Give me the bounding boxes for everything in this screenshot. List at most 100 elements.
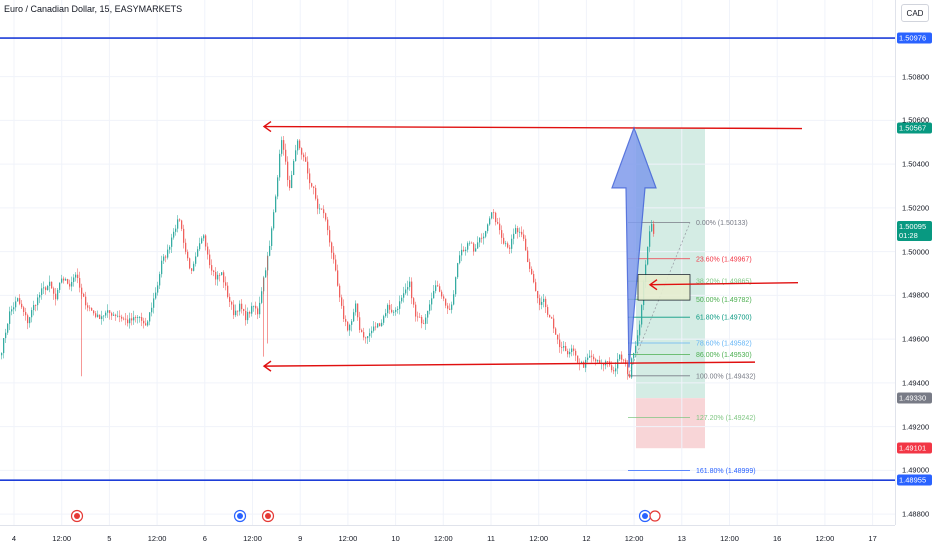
candle-body	[67, 279, 69, 284]
price-marker-value: 1.50567	[899, 123, 927, 133]
candle-body	[209, 254, 211, 266]
candle-body	[233, 304, 235, 316]
arrow-left-icon	[648, 279, 658, 291]
candle-body	[253, 305, 255, 307]
candle-body	[241, 303, 243, 310]
candle-body	[381, 322, 383, 327]
candle-body	[383, 316, 385, 323]
candle-body	[275, 196, 277, 213]
candle-body	[231, 301, 233, 305]
candle-body	[435, 285, 437, 292]
candle-body	[309, 173, 311, 184]
price-marker-label: 1.50976	[897, 32, 932, 44]
candle-body	[19, 298, 21, 304]
candle-body	[521, 231, 523, 235]
candle-body	[195, 256, 197, 264]
candle-body	[157, 285, 159, 293]
candle-body	[561, 347, 563, 348]
candle-body	[307, 161, 309, 174]
candle-body	[41, 288, 43, 295]
candle-body	[77, 274, 79, 279]
candle-body	[287, 161, 289, 181]
fib-level-label: 86.00% (1.49530)	[696, 352, 752, 359]
candle-body	[243, 309, 245, 311]
candle-body	[475, 248, 477, 252]
candle-body	[211, 265, 213, 271]
currency-button[interactable]: CAD	[901, 4, 929, 22]
arrow-up-icon	[611, 126, 657, 368]
candle-body	[613, 370, 615, 372]
candle-body	[55, 293, 57, 300]
candle-body	[177, 219, 179, 229]
candle-body	[641, 305, 643, 325]
candle-body	[505, 243, 507, 245]
candle-body	[583, 362, 585, 368]
candle-body	[639, 324, 641, 336]
candle-body	[621, 354, 623, 360]
candle-body	[119, 315, 121, 317]
chart-area[interactable]: 0.00% (1.50133) 23.60% (1.49967) 38.20% (1…	[0, 0, 895, 525]
economic-event-icon	[265, 513, 271, 519]
support-line	[263, 361, 756, 367]
candle-body	[217, 274, 219, 280]
price-axis[interactable]: 1.50800 1.50600 1.50400 1.50200 1.50000 1.498…	[895, 0, 932, 525]
candle-body	[43, 287, 45, 289]
candle-body	[519, 231, 521, 233]
candle-body	[89, 307, 91, 309]
candle-body	[83, 293, 85, 297]
candle-body	[327, 219, 329, 231]
time-axis[interactable]: 4 12:00 5 12:00 6 12:00 9 12:00 10 12:00 11 12:00 12…	[0, 525, 895, 551]
candle-body	[467, 243, 469, 250]
candle-body	[461, 249, 463, 256]
price-marker-value: 1.49330	[899, 393, 927, 403]
candle-body	[569, 352, 571, 355]
price-tick-label: 1.50400	[902, 159, 930, 169]
candle-body	[497, 222, 499, 224]
candle-body	[633, 353, 635, 359]
candle-body	[321, 208, 323, 210]
candle-body	[283, 140, 285, 150]
candle-body	[23, 307, 25, 312]
price-tick-label: 1.49400	[902, 378, 930, 388]
candle-body	[205, 235, 207, 247]
candle-body	[619, 354, 621, 360]
candle-body	[335, 259, 337, 271]
candle-body	[555, 328, 557, 335]
time-tick-label: 12:00	[243, 534, 262, 543]
candle-body	[439, 286, 441, 292]
candle-body	[131, 318, 133, 321]
candle-body	[397, 308, 399, 310]
candle-body	[185, 242, 187, 252]
fib-level-label: 23.60% (1.49967)	[696, 256, 752, 263]
candle-body	[347, 321, 349, 331]
candle-body	[629, 374, 631, 378]
time-tick-label: 13	[677, 534, 686, 543]
candle-body	[509, 247, 511, 249]
candle-body	[133, 317, 135, 321]
candle-body	[193, 263, 195, 271]
candle-body	[123, 318, 125, 320]
candle-body	[405, 289, 407, 294]
candle-body	[441, 291, 443, 297]
candle-body	[651, 224, 653, 232]
time-tick-label: 12:00	[338, 534, 358, 543]
candle-body	[103, 315, 105, 317]
candle-body	[385, 313, 387, 317]
candle-body	[367, 336, 369, 339]
candle-body	[359, 317, 361, 331]
candle-body	[343, 305, 345, 320]
fib-level-label: 100.00% (1.49432)	[696, 373, 756, 380]
time-tick-label: 12	[582, 534, 591, 543]
candle-body	[271, 228, 273, 246]
price-marker-label: 1.50095 01:28	[897, 220, 932, 241]
candle-body	[459, 255, 461, 264]
candle-body	[393, 311, 395, 313]
candle-body	[95, 313, 97, 317]
chart-canvas[interactable]: 0.00% (1.50133) 23.60% (1.49967) 38.20% (1…	[0, 0, 895, 525]
candle-body	[21, 303, 23, 308]
price-marker-label: 1.50567	[897, 122, 932, 134]
candle-body	[149, 312, 151, 322]
candle-body	[499, 223, 501, 231]
candle-body	[303, 154, 305, 158]
candle-body	[469, 242, 471, 244]
